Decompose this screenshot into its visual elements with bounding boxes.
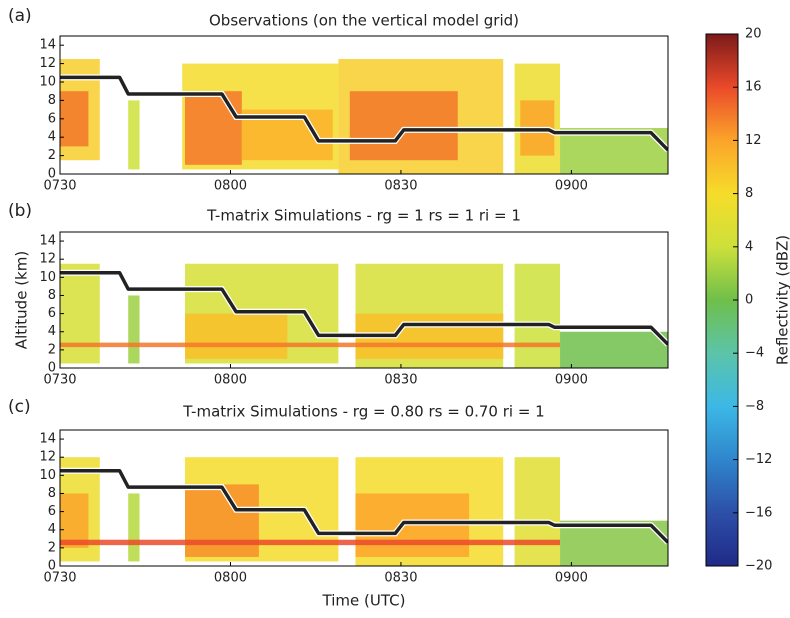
echo-block [60,343,560,348]
colorbar-tick-label: −20 [745,559,772,574]
y-tick-label: 2 [48,540,56,555]
echo-block [185,91,242,165]
panel-title: Observations (on the vertical model grid… [209,12,519,30]
y-tick-label: 2 [48,148,56,163]
y-tick-label: 6 [48,504,56,519]
echo-block [60,91,88,146]
y-tick-label: 8 [48,486,56,501]
x-tick-label: 0830 [384,571,417,586]
y-tick-label: 8 [48,288,56,303]
panel-label: (a) [8,6,32,26]
echo-block [560,332,668,368]
colorbar-tick-label: 8 [745,186,753,201]
colorbar-tick-label: 0 [745,293,753,308]
plot-area [60,264,668,368]
y-tick-label: 12 [39,450,56,465]
x-tick-label: 0730 [43,571,76,586]
x-tick-label: 0800 [214,571,247,586]
y-tick-label: 8 [48,93,56,108]
plot-area [60,457,668,566]
y-tick-label: 12 [39,252,56,267]
y-tick-label: 12 [39,56,56,71]
colorbar-tick-label: 16 [745,80,762,95]
x-tick-label: 0900 [555,571,588,586]
echo-block [60,540,560,545]
echo-block [515,264,560,368]
echo-block [350,91,458,160]
y-tick-label: 10 [39,270,56,285]
echo-block [128,493,139,561]
colorbar-tick-label: −4 [745,346,764,361]
y-tick-label: 10 [39,75,56,90]
panel-title: T-matrix Simulations - rg = 1 rs = 1 ri … [206,207,521,225]
y-tick-label: 4 [48,522,56,537]
x-tick-label: 0900 [555,373,588,388]
x-tick-label: 0730 [43,179,76,194]
y-tick-label: 6 [48,111,56,126]
y-tick-label: 14 [39,432,56,447]
echo-block [128,100,139,169]
x-tick-label: 0800 [214,179,247,194]
x-tick-label: 0730 [43,373,76,388]
y-tick-label: 4 [48,130,56,145]
x-axis-label: Time (UTC) [322,592,406,610]
plot-area [60,59,668,174]
y-axis-label: Altitude (km) [13,251,31,349]
y-tick-label: 14 [39,38,56,53]
panel-title: T-matrix Simulations - rg = 0.80 rs = 0.… [182,403,544,421]
colorbar-label: Reflectivity (dBZ) [774,235,790,365]
x-tick-label: 0830 [384,179,417,194]
x-tick-label: 0800 [214,373,247,388]
colorbar-tick-label: 20 [745,27,762,42]
echo-block [128,295,139,363]
colorbar-tick-label: −16 [745,505,772,520]
panel-label: (b) [8,201,32,221]
y-tick-label: 2 [48,342,56,357]
echo-block [185,314,287,359]
colorbar-tick-label: −8 [745,399,764,414]
y-tick-label: 10 [39,468,56,483]
y-tick-label: 14 [39,234,56,249]
colorbar-tick-label: 12 [745,133,762,148]
echo-block [185,484,259,557]
panel-label: (c) [8,397,31,417]
x-tick-label: 0900 [555,179,588,194]
echo-block [515,457,560,566]
y-tick-label: 6 [48,306,56,321]
colorbar-tick-label: −12 [745,452,772,467]
y-tick-label: 4 [48,324,56,339]
echo-block [60,264,100,364]
colorbar-tick-label: 4 [745,239,753,254]
x-tick-label: 0830 [384,373,417,388]
